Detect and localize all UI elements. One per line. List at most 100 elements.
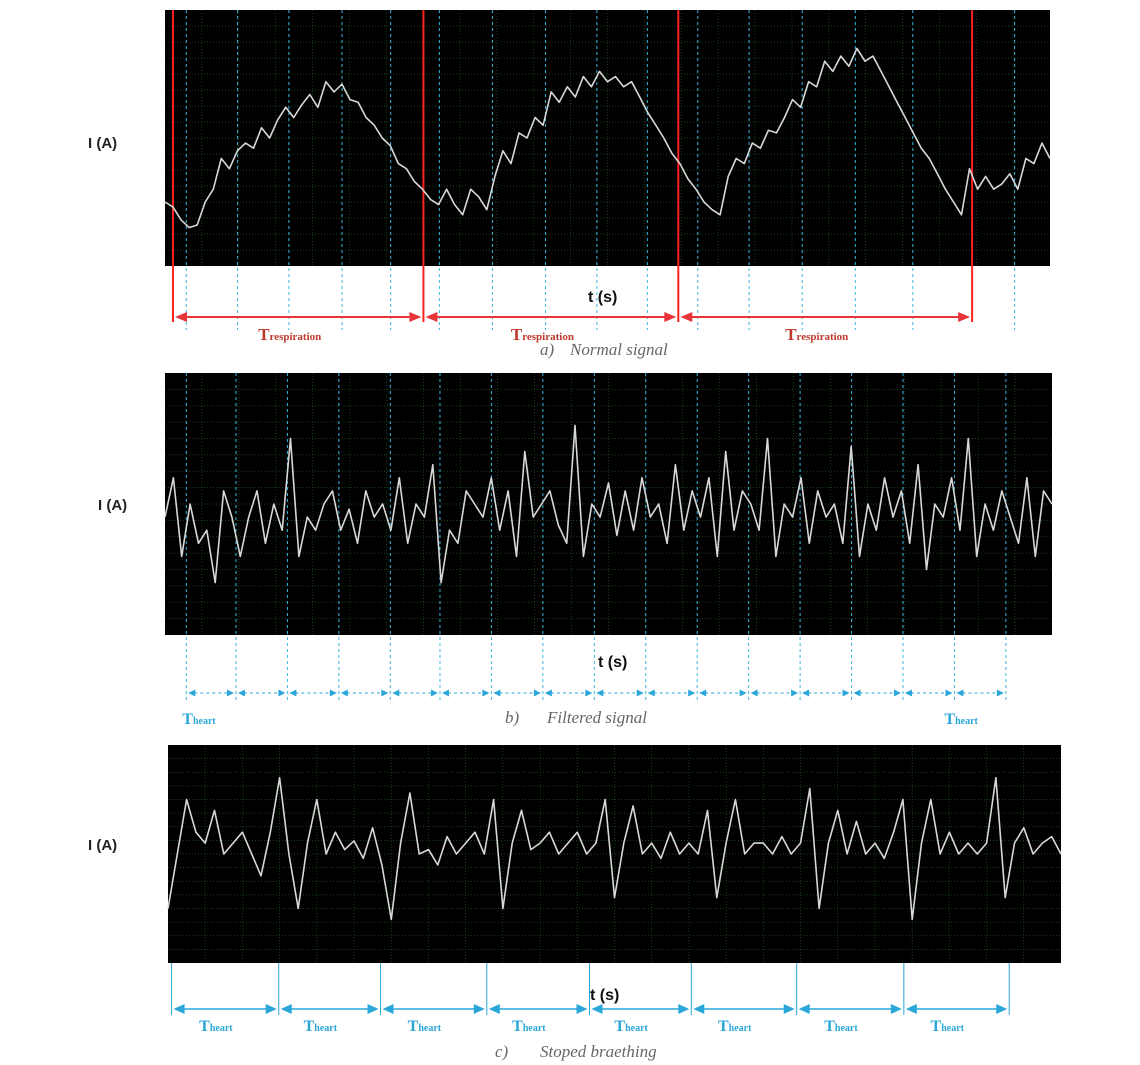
- heart-arrow: Theart: [173, 1004, 277, 1035]
- heart-label-main: T: [931, 1018, 942, 1035]
- respiration-label: Trespiration: [511, 325, 574, 344]
- heart-arrow: [289, 689, 337, 697]
- arrowhead-left: [680, 312, 693, 322]
- heart-arrow: [956, 689, 1004, 697]
- panel-a-normal-signal: I (A) t (s) Trespiration Trespiration Tres…: [88, 10, 1051, 359]
- heart-label: Theart: [199, 1018, 233, 1035]
- arrowhead-right: [945, 689, 953, 697]
- arrowhead-left: [905, 1004, 917, 1014]
- heart-arrow: [750, 689, 799, 697]
- grid-a: [165, 10, 1050, 266]
- heart-arrow: [544, 689, 593, 697]
- arrowhead-right: [739, 689, 747, 697]
- beat-lines-b: [185, 373, 1007, 700]
- arrowhead-right: [893, 689, 901, 697]
- caption-prefix-a: a): [540, 340, 555, 359]
- x-axis-label-a: t (s): [588, 289, 617, 306]
- heart-arrow: [802, 689, 850, 697]
- arrowhead-right: [664, 312, 677, 322]
- arrowhead-left: [173, 1004, 185, 1014]
- arrowhead-right: [890, 1004, 902, 1014]
- arrowhead-right: [482, 689, 490, 697]
- arrowhead-right: [409, 312, 422, 322]
- y-axis-label-b: I (A): [98, 497, 127, 514]
- caption-text-c: Stoped braething: [540, 1042, 657, 1061]
- y-axis-label-a: I (A): [88, 135, 117, 152]
- heart-arrow: Theart: [280, 1004, 379, 1035]
- caption-a: a) Normal signal: [540, 340, 668, 359]
- arrowhead-right: [473, 1004, 485, 1014]
- heart-label-sub: heart: [941, 1023, 964, 1034]
- heart-arrow: Theart: [798, 1004, 902, 1035]
- heart-label-main: T: [408, 1018, 419, 1035]
- respiration-label: Trespiration: [785, 325, 848, 344]
- arrowhead-left: [591, 1004, 603, 1014]
- panel-b-filtered-signal: I (A) t (s) Theart Theart b) Filtered sig…: [98, 373, 1053, 728]
- arrowhead-right: [996, 689, 1004, 697]
- arrowhead-left: [425, 312, 438, 322]
- heart-label: Theart: [824, 1018, 858, 1035]
- caption-text-b: Filtered signal: [546, 708, 647, 727]
- heart-label-main: T: [182, 711, 193, 728]
- heart-label-main: T: [824, 1018, 835, 1035]
- caption-prefix-c: c): [495, 1042, 509, 1061]
- heart-label-sub: heart: [523, 1023, 546, 1034]
- trace-filtered-signal: [164, 424, 1053, 584]
- heart-label: Theart: [408, 1018, 442, 1035]
- arrowhead-left: [188, 689, 196, 697]
- arrowhead-right: [430, 689, 438, 697]
- heart-label-sub: heart: [729, 1023, 752, 1034]
- arrowhead-right: [381, 689, 389, 697]
- heart-arrow: [853, 689, 901, 697]
- arrowhead-left: [237, 689, 245, 697]
- caption-b: b) Filtered signal: [505, 708, 647, 727]
- heart-label-main: T: [199, 1018, 210, 1035]
- respiration-label-sub: respiration: [522, 331, 574, 343]
- heart-label-sub: heart: [835, 1023, 858, 1034]
- heart-label-main: T: [614, 1018, 625, 1035]
- caption-prefix-b: b): [505, 708, 520, 727]
- heart-label-sub: heart: [418, 1023, 441, 1034]
- beat-lines-a: [185, 10, 1016, 330]
- trace-normal-signal: [164, 47, 1051, 229]
- arrowhead-right: [958, 312, 971, 322]
- heart-arrow: [237, 689, 286, 697]
- arrowhead-right: [329, 689, 337, 697]
- arrowhead-right: [791, 689, 799, 697]
- heart-label-main: T: [512, 1018, 523, 1035]
- arrowhead-left: [647, 689, 655, 697]
- grid-c: [168, 745, 1061, 963]
- arrowhead-right: [842, 689, 850, 697]
- respiration-label-main: T: [258, 325, 270, 344]
- heart-label-sub: heart: [955, 716, 978, 727]
- heart-arrow: Theart: [591, 1004, 690, 1035]
- heart-arrow: [441, 689, 490, 697]
- x-axis-label-c: t (s): [590, 987, 619, 1004]
- heart-arrow: [596, 689, 644, 697]
- y-axis-label-c: I (A): [88, 837, 117, 854]
- arrowhead-left: [699, 689, 707, 697]
- arrowhead-right: [636, 689, 644, 697]
- heart-arrow: [392, 689, 438, 697]
- heart-arrow: [493, 689, 541, 697]
- respiration-label-sub: respiration: [797, 331, 849, 343]
- heart-label-sub: heart: [314, 1023, 337, 1034]
- heart-arrow: [647, 689, 696, 697]
- panel-c-stopped-breathing: I (A) t (s) Theart Theart Theart Theart Thea…: [88, 745, 1062, 1061]
- respiration-arrows: Trespiration Trespiration Trespiration: [174, 312, 971, 344]
- respiration-label: Trespiration: [258, 325, 321, 344]
- heart-arrows-c: Theart Theart Theart Theart Theart Theart Thea…: [171, 963, 1010, 1035]
- heart-arrow: [699, 689, 747, 697]
- arrowhead-left: [853, 689, 861, 697]
- heart-label: Theart: [614, 1018, 648, 1035]
- heart-arrow: Theart: [905, 1004, 1008, 1035]
- arrowhead-right: [576, 1004, 588, 1014]
- arrowhead-left: [441, 689, 449, 697]
- grid-b: [165, 373, 1052, 635]
- arrowhead-right: [367, 1004, 379, 1014]
- arrowhead-right: [678, 1004, 690, 1014]
- heart-label-main: T: [304, 1018, 315, 1035]
- arrowhead-left: [956, 689, 964, 697]
- heart-label-sub: heart: [625, 1023, 648, 1034]
